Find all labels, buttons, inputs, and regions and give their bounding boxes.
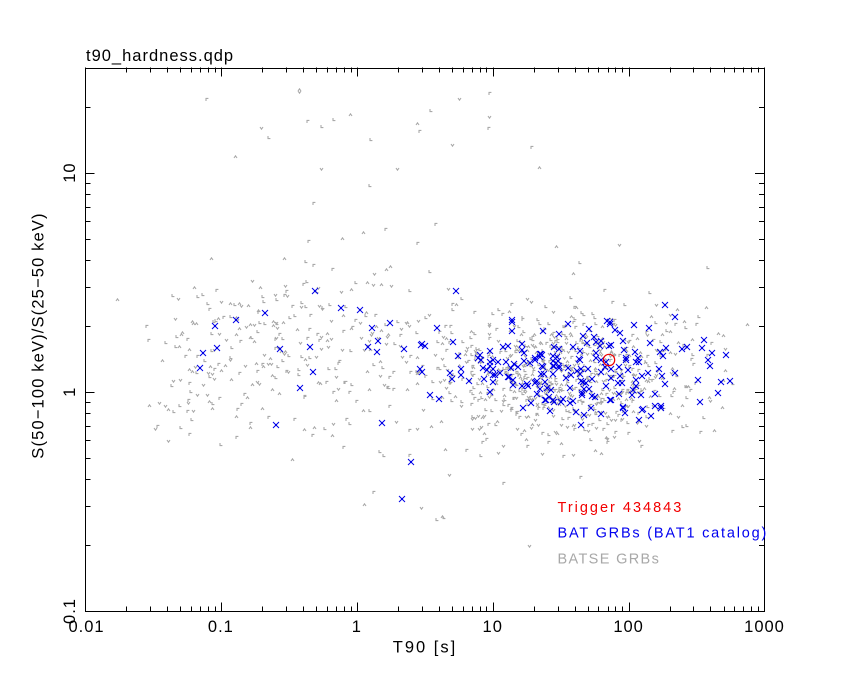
svg-text:0.1: 0.1 (208, 618, 234, 636)
svg-text:1: 1 (352, 618, 362, 636)
svg-text:10: 10 (61, 162, 79, 182)
svg-text:1: 1 (61, 387, 79, 397)
svg-text:0.01: 0.01 (68, 618, 104, 636)
svg-text:T90 [s]: T90 [s] (393, 639, 457, 657)
svg-text:100: 100 (613, 618, 644, 636)
svg-text:1000: 1000 (744, 618, 785, 636)
svg-text:S(50−100 keV)/S(25−50 keV): S(50−100 keV)/S(25−50 keV) (30, 212, 48, 458)
svg-text:BATSE GRBs: BATSE GRBs (558, 551, 661, 567)
svg-text:10: 10 (483, 618, 503, 636)
svg-text:t90_hardness.qdp: t90_hardness.qdp (86, 47, 234, 65)
svg-text:0.1: 0.1 (61, 598, 79, 624)
svg-text:Trigger 434843: Trigger 434843 (558, 500, 684, 516)
svg-text:BAT GRBs (BAT1 catalog): BAT GRBs (BAT1 catalog) (558, 526, 769, 542)
